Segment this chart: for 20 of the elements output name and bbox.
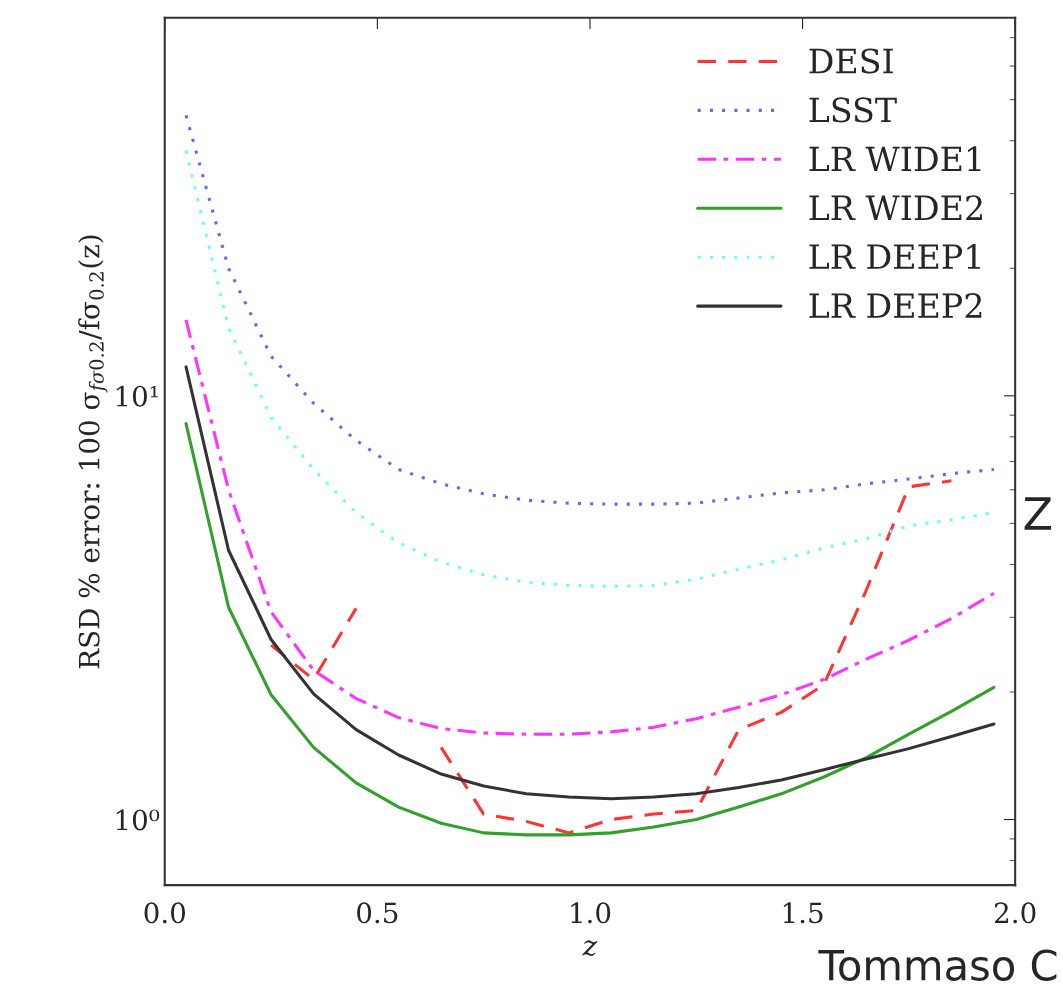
y-tick-label: 10¹ — [116, 385, 158, 407]
legend-label: DESI — [809, 48, 893, 74]
x-tick-label: 1.5 — [783, 902, 823, 924]
line-series — [184, 318, 996, 736]
x-tick-label: 2.0 — [994, 902, 1036, 924]
x-tick-label: 0.5 — [357, 902, 398, 924]
x-tick-label: 0.0 — [144, 902, 186, 924]
x-tick-label: 1.0 — [571, 902, 611, 924]
line-series — [184, 365, 996, 801]
text: Tommaso C — [818, 949, 1057, 981]
text: Z — [1024, 497, 1052, 530]
y-tick-label: 10⁰ — [116, 809, 160, 831]
legend-label: LR WIDE1 — [809, 146, 981, 171]
x-axis-title: z — [582, 940, 598, 957]
legend-label: LR DEEP1 — [809, 244, 980, 269]
legend-label: LR WIDE2 — [809, 195, 982, 220]
y-axis-title: RSD % error: 100 σ$_{fσ0.2}$/fσ$_{0.2}$(z) — [78, 235, 108, 669]
line-series — [184, 422, 996, 837]
legend-label: LR DEEP2 — [809, 293, 982, 318]
legend-label: LSST — [809, 97, 897, 123]
